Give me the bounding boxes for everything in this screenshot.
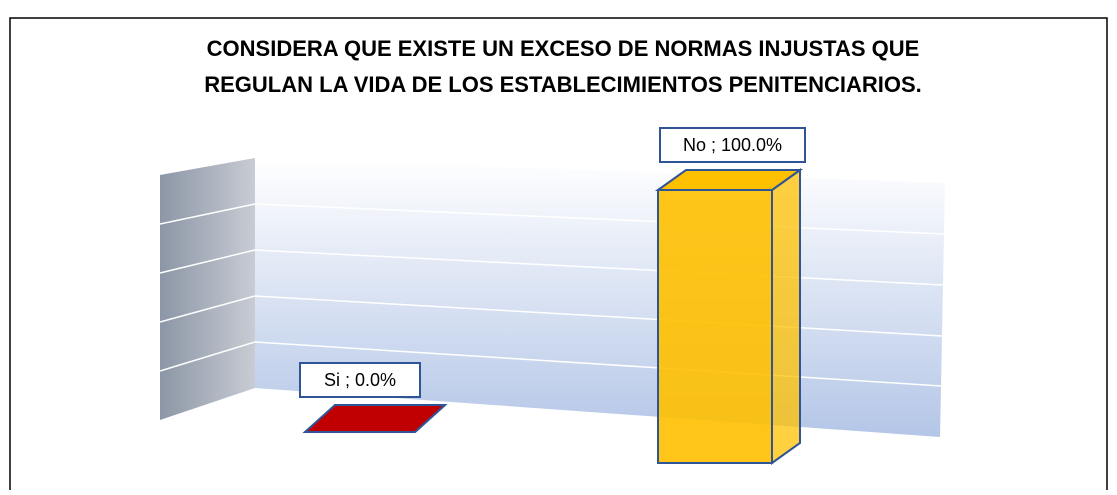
data-label: Si ; 0.0% — [324, 370, 396, 390]
side-wall — [160, 158, 255, 420]
data-label-box — [299, 362, 421, 398]
data-label-box — [659, 127, 806, 163]
bar-top — [302, 404, 448, 433]
wall-grid — [159, 203, 945, 387]
chart-title: CONSIDERA QUE EXISTE UN EXCESO DE NORMAS… — [204, 36, 922, 97]
data-label: No ; 100.0% — [683, 135, 782, 155]
bar — [657, 189, 773, 464]
bar-top — [654, 169, 804, 191]
bar-side — [771, 168, 801, 465]
